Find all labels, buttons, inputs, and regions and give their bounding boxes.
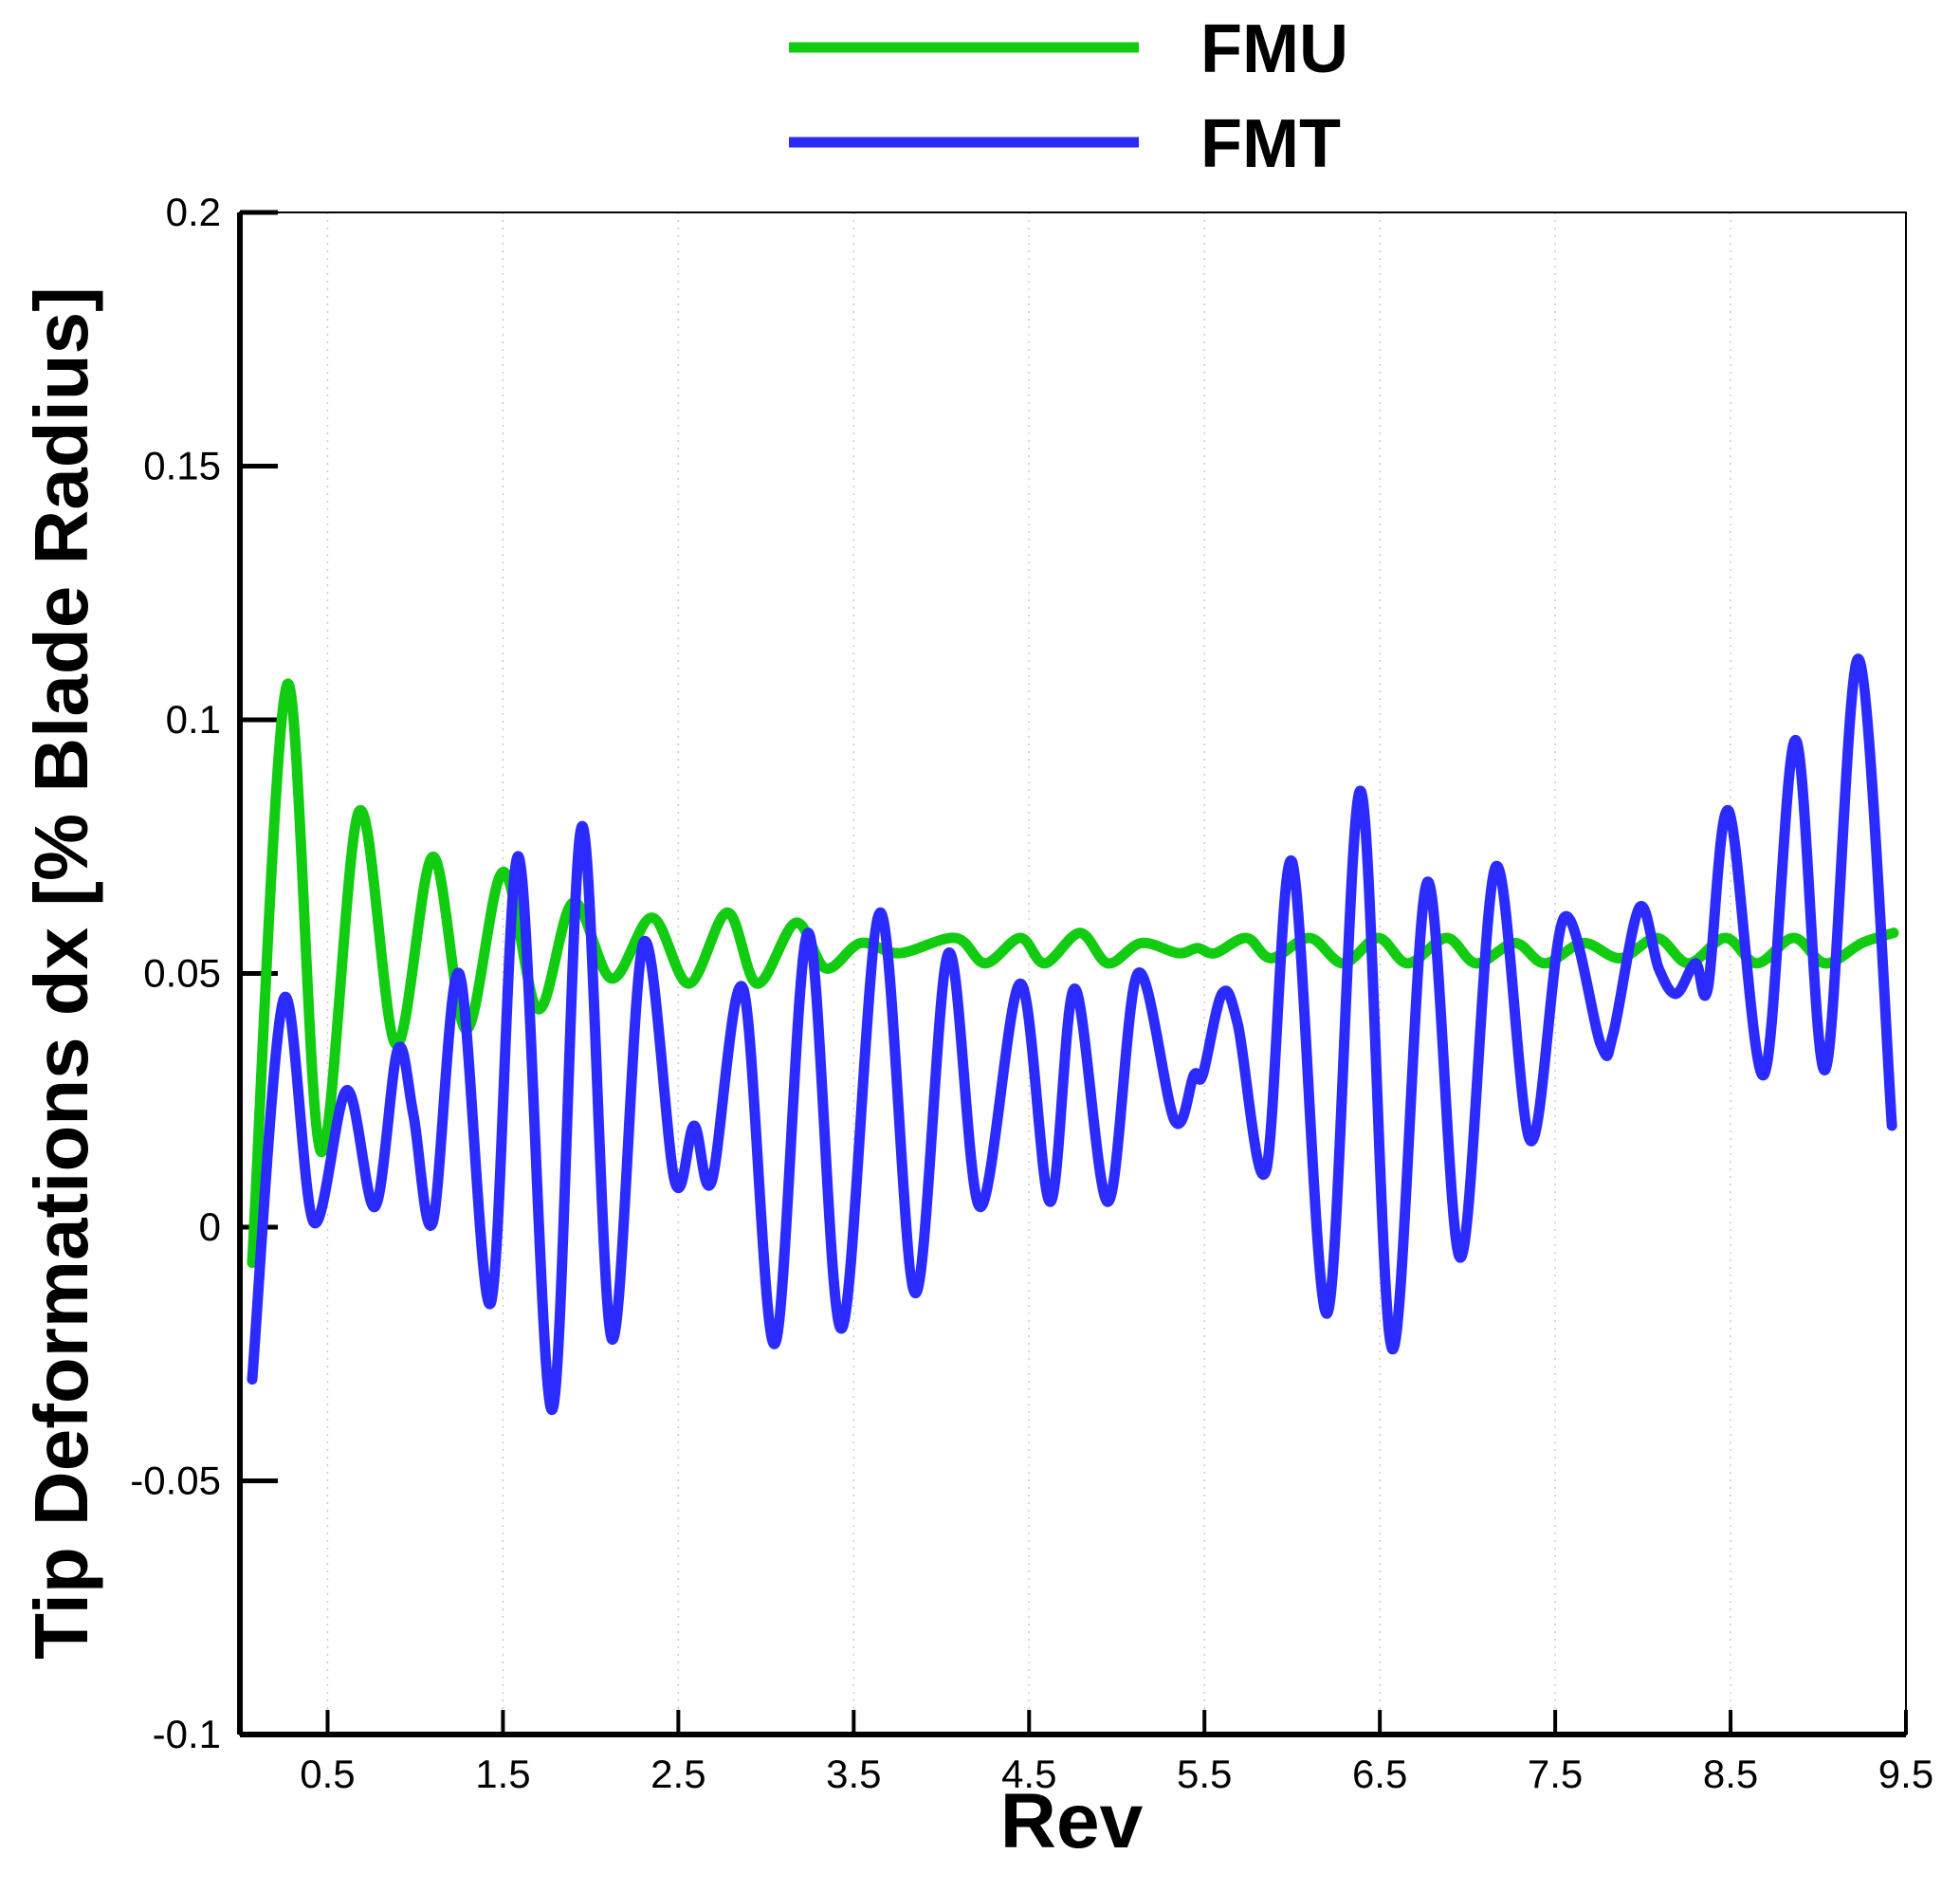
y-axis-title: Tip Deformations dx [% Blade Radius] — [19, 286, 103, 1660]
series-line — [247, 653, 1897, 1416]
y-tick-label: 0.15 — [143, 444, 221, 488]
x-axis-title: Rev — [1000, 1778, 1144, 1864]
y-tick-label: 0.2 — [166, 190, 221, 234]
x-tick-label: 9.5 — [1878, 1752, 1933, 1796]
x-tick-label: 6.5 — [1352, 1752, 1407, 1796]
x-tick-label: 2.5 — [650, 1752, 705, 1796]
x-tick-label: 1.5 — [475, 1752, 530, 1796]
x-tick-label: 4.5 — [1001, 1752, 1056, 1796]
legend-label: FMU — [1200, 11, 1348, 87]
legend-label: FMT — [1200, 106, 1341, 182]
x-tick-label: 5.5 — [1177, 1752, 1232, 1796]
y-tick-label: 0.05 — [143, 951, 221, 996]
x-tick-label: 7.5 — [1528, 1752, 1583, 1796]
y-tick-label: -0.05 — [130, 1459, 221, 1503]
y-tick-label: -0.1 — [153, 1712, 221, 1756]
x-tick-label: 3.5 — [826, 1752, 881, 1796]
x-tick-label: 8.5 — [1703, 1752, 1758, 1796]
x-tick-label: 0.5 — [300, 1752, 355, 1796]
y-tick-label: 0.1 — [166, 697, 221, 742]
y-tick-label: 0 — [199, 1204, 221, 1249]
